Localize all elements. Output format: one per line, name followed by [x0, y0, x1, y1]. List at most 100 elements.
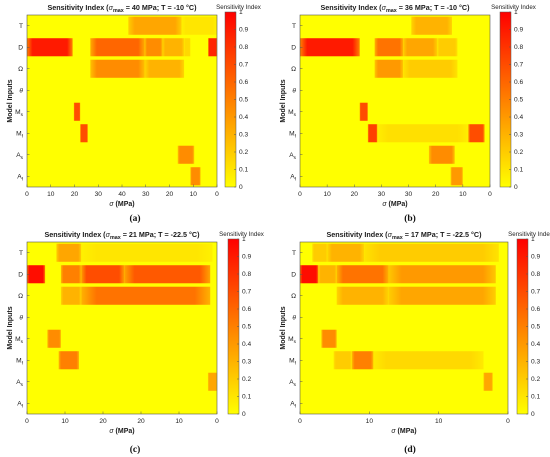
x-tick-label: 10	[435, 418, 443, 425]
x-tick-label: 10	[323, 191, 331, 198]
heatmap-cell	[90, 59, 145, 78]
colorbar-tick-label: 0	[514, 184, 518, 191]
colorbar-tick-label: 0	[242, 411, 246, 418]
colorbar-tick-label: 0.5	[531, 324, 540, 331]
x-tick-label: 30	[378, 191, 386, 198]
heatmap-cell	[128, 16, 182, 35]
colorbar-tick-label: 1	[239, 9, 243, 16]
heatmap-cell	[190, 167, 201, 186]
plot-frame	[26, 241, 218, 415]
colorbar-tick-label: 0.1	[239, 167, 248, 174]
heatmap-cell	[81, 286, 211, 305]
heatmap-cell	[144, 59, 185, 78]
plot-frame	[299, 241, 509, 415]
x-tick-label: 20	[166, 191, 174, 198]
x-tick-label: 0	[25, 191, 29, 198]
heatmap-cell	[411, 16, 452, 35]
x-tick-label: 10	[190, 191, 198, 198]
heatmap-cell	[468, 124, 485, 143]
colorbar-tick-label: 0.4	[239, 114, 248, 121]
heatmap-cell	[428, 145, 455, 164]
y-tick-label: Mf	[16, 358, 24, 367]
x-tick-label: 20	[137, 418, 145, 425]
y-tick-label: Ms	[15, 336, 24, 345]
x-tick-label: 10	[61, 418, 69, 425]
x-tick-label: 20	[432, 191, 440, 198]
heatmap-panel-1: Sensitivity Index (σmax = 40 MPa; T = -1…	[7, 3, 262, 224]
heatmap-cell	[90, 38, 145, 57]
heatmap-cell	[333, 351, 352, 370]
x-tick-label: 0	[298, 191, 302, 198]
colorbar-tick-label: 0.3	[514, 132, 523, 139]
colorbar-tick-label: 0.7	[239, 62, 248, 69]
heatmap-cell	[58, 351, 80, 370]
heatmap-panel-3: Sensitivity Index (σmax = 21 MPa; T = -2…	[7, 230, 265, 455]
y-tick-label: Ω	[291, 293, 296, 300]
heatmap-cell	[124, 265, 211, 284]
heatmap-cell	[184, 38, 191, 57]
y-tick-label: Mf	[16, 131, 24, 140]
panel-title: Sensitivity Index (σmax = 36 MPa; T = -1…	[320, 3, 470, 14]
y-tick-label: Mf	[289, 131, 297, 140]
heatmap-cell	[81, 265, 125, 284]
y-axis-label: Model Inputs	[280, 306, 287, 349]
colorbar-tick-label: 0.4	[531, 341, 540, 348]
x-tick-label: 10	[175, 418, 183, 425]
heatmap-cell	[312, 243, 328, 262]
heatmap-cell	[374, 59, 404, 78]
y-axis-label: Model Inputs	[280, 79, 287, 122]
heatmap-cell	[162, 38, 185, 57]
colorbar-tick-label: 0.5	[239, 97, 248, 104]
y-tick-label: Ω	[18, 293, 23, 300]
colorbar-tick-label: 0.6	[242, 306, 251, 313]
x-tick-label: 30	[95, 191, 103, 198]
colorbar-tick-label: 0.7	[242, 289, 251, 296]
y-tick-label: T	[19, 23, 23, 30]
colorbar-tick-label: 0.3	[239, 132, 248, 139]
x-tick-label: 0	[215, 418, 219, 425]
x-tick-label: 20	[71, 191, 79, 198]
colorbar-tick-label: 0.6	[239, 79, 248, 86]
colorbar-tick-label: 0	[531, 411, 535, 418]
y-tick-label: D	[18, 272, 23, 279]
heatmap-cell	[336, 286, 389, 305]
colorbar-title: Sensitivity Index	[491, 4, 537, 11]
colorbar-tick-label: 0.2	[242, 376, 251, 383]
y-tick-label: Af	[17, 401, 23, 410]
heatmap-cell	[403, 59, 458, 78]
colorbar-tick-label: 1	[531, 236, 535, 243]
heatmap-cell	[450, 167, 463, 186]
y-axis-label: Model Inputs	[7, 306, 14, 349]
y-tick-label: T	[292, 250, 296, 257]
colorbar-tick-label: 0.9	[242, 254, 251, 261]
x-tick-label: 10	[366, 418, 374, 425]
y-tick-label: Af	[290, 401, 296, 410]
heatmap-cell	[60, 265, 82, 284]
heatmap-cell	[388, 286, 496, 305]
colorbar-tick-label: 1	[514, 9, 518, 16]
y-tick-label: Ω	[18, 66, 23, 73]
heatmap-cell	[327, 243, 365, 262]
colorbar-tick-label: 0.3	[531, 359, 540, 366]
colorbar-title: Sensitivity Index	[508, 231, 550, 238]
heatmap-cell	[377, 124, 469, 143]
colorbar-tick-label: 0.8	[242, 271, 251, 278]
colorbar-tick-label: 0.7	[514, 62, 523, 69]
colorbar-tick-label: 0.2	[514, 149, 523, 156]
heatmap-cell	[177, 145, 195, 164]
colorbar-tick-label: 0.6	[531, 306, 540, 313]
colorbar-tick-label: 0	[239, 184, 243, 191]
heatmap-cell	[27, 265, 46, 284]
panel-label: (d)	[404, 444, 416, 455]
heatmap-cell	[144, 38, 163, 57]
heatmap-cell	[437, 38, 458, 57]
colorbar-tick-label: 1	[242, 236, 246, 243]
x-tick-label: 20	[351, 191, 359, 198]
colorbar-tick-label: 0.7	[531, 289, 540, 296]
y-tick-label: Ω	[291, 66, 296, 73]
x-tick-label: 0	[25, 418, 29, 425]
colorbar-tick-label: 0.8	[514, 44, 523, 51]
heatmap-cell	[207, 372, 217, 391]
y-tick-label: θ	[292, 88, 296, 95]
heatmap-cell	[300, 38, 360, 57]
